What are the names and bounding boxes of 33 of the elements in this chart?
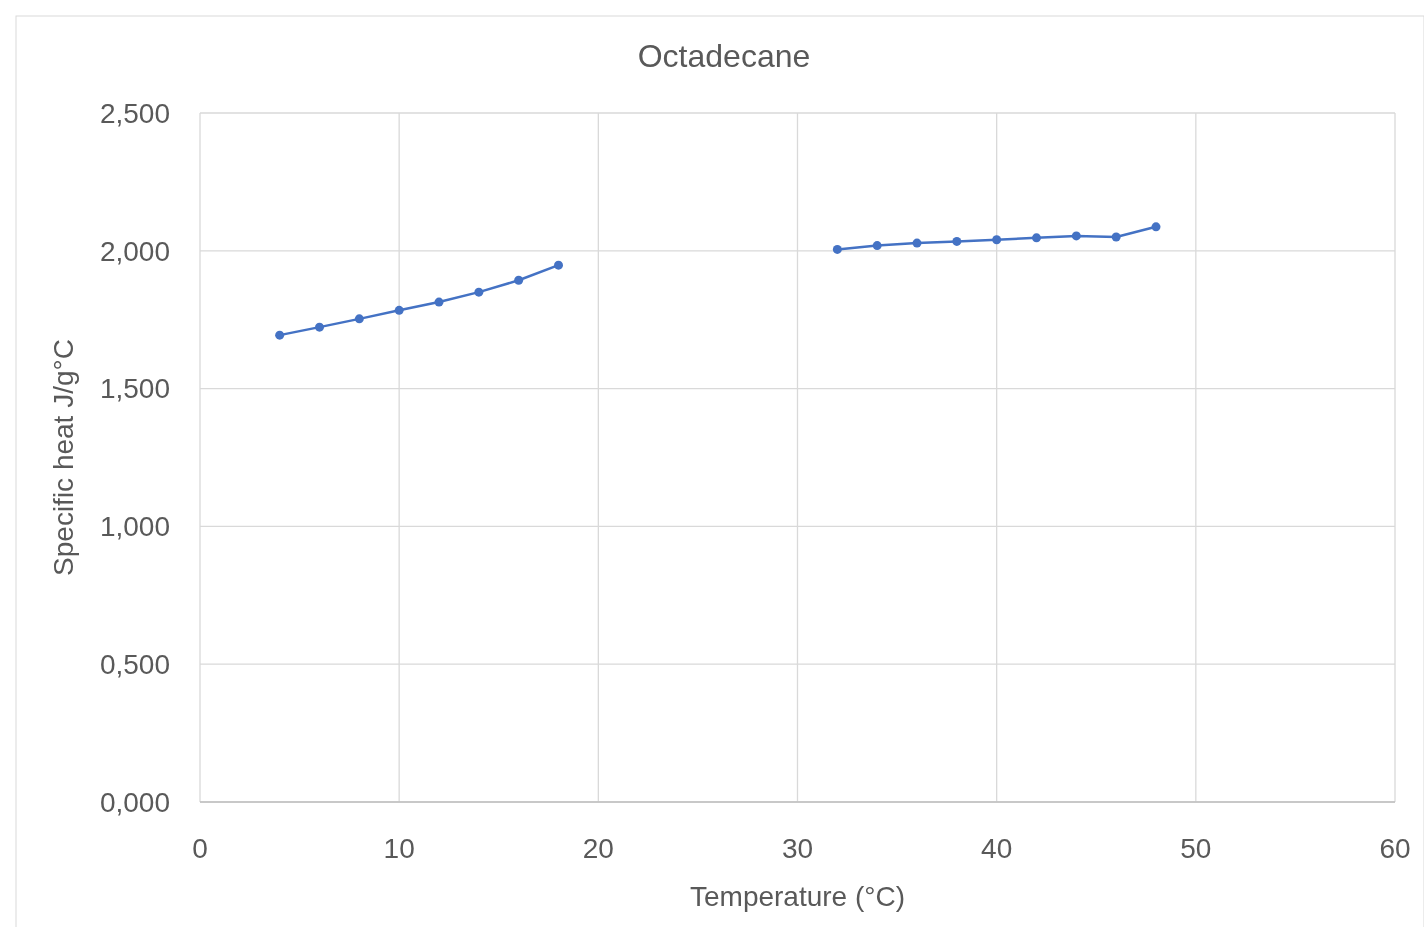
point <box>832 244 842 254</box>
point <box>992 235 1002 245</box>
y-tick-label: 0,500 <box>99 649 170 680</box>
point <box>1151 222 1161 232</box>
point <box>1111 232 1121 242</box>
y-tick-label: 1,500 <box>99 373 170 405</box>
x-tick-label: 30 <box>781 832 814 864</box>
point <box>872 241 882 251</box>
point <box>354 314 364 324</box>
point <box>434 297 444 307</box>
x-tick-label: 0 <box>192 832 208 864</box>
x-tick-label: 50 <box>1180 832 1212 864</box>
x-tick-label: 20 <box>582 832 614 864</box>
point <box>1071 231 1081 241</box>
y-axis-title: Specific heat J/g°C <box>47 339 79 576</box>
point <box>952 236 962 246</box>
point <box>394 305 404 315</box>
point <box>315 322 324 332</box>
y-tick-label: 2,000 <box>99 235 170 267</box>
y-tick-label: 1,000 <box>99 511 170 543</box>
point <box>1032 233 1041 243</box>
x-axis-title: Temperature (°C) <box>689 880 906 912</box>
x-tick-label: 40 <box>981 832 1013 864</box>
point <box>275 330 285 340</box>
chart-title: Octadecane <box>637 38 811 75</box>
x-tick-label: 60 <box>1379 832 1411 864</box>
point <box>912 238 922 248</box>
y-tick-label: 0,000 <box>99 786 170 818</box>
y-tick-label: 2,500 <box>99 97 170 129</box>
point <box>554 260 563 270</box>
point <box>514 275 524 285</box>
x-tick-label: 10 <box>383 832 415 864</box>
point <box>474 287 484 297</box>
